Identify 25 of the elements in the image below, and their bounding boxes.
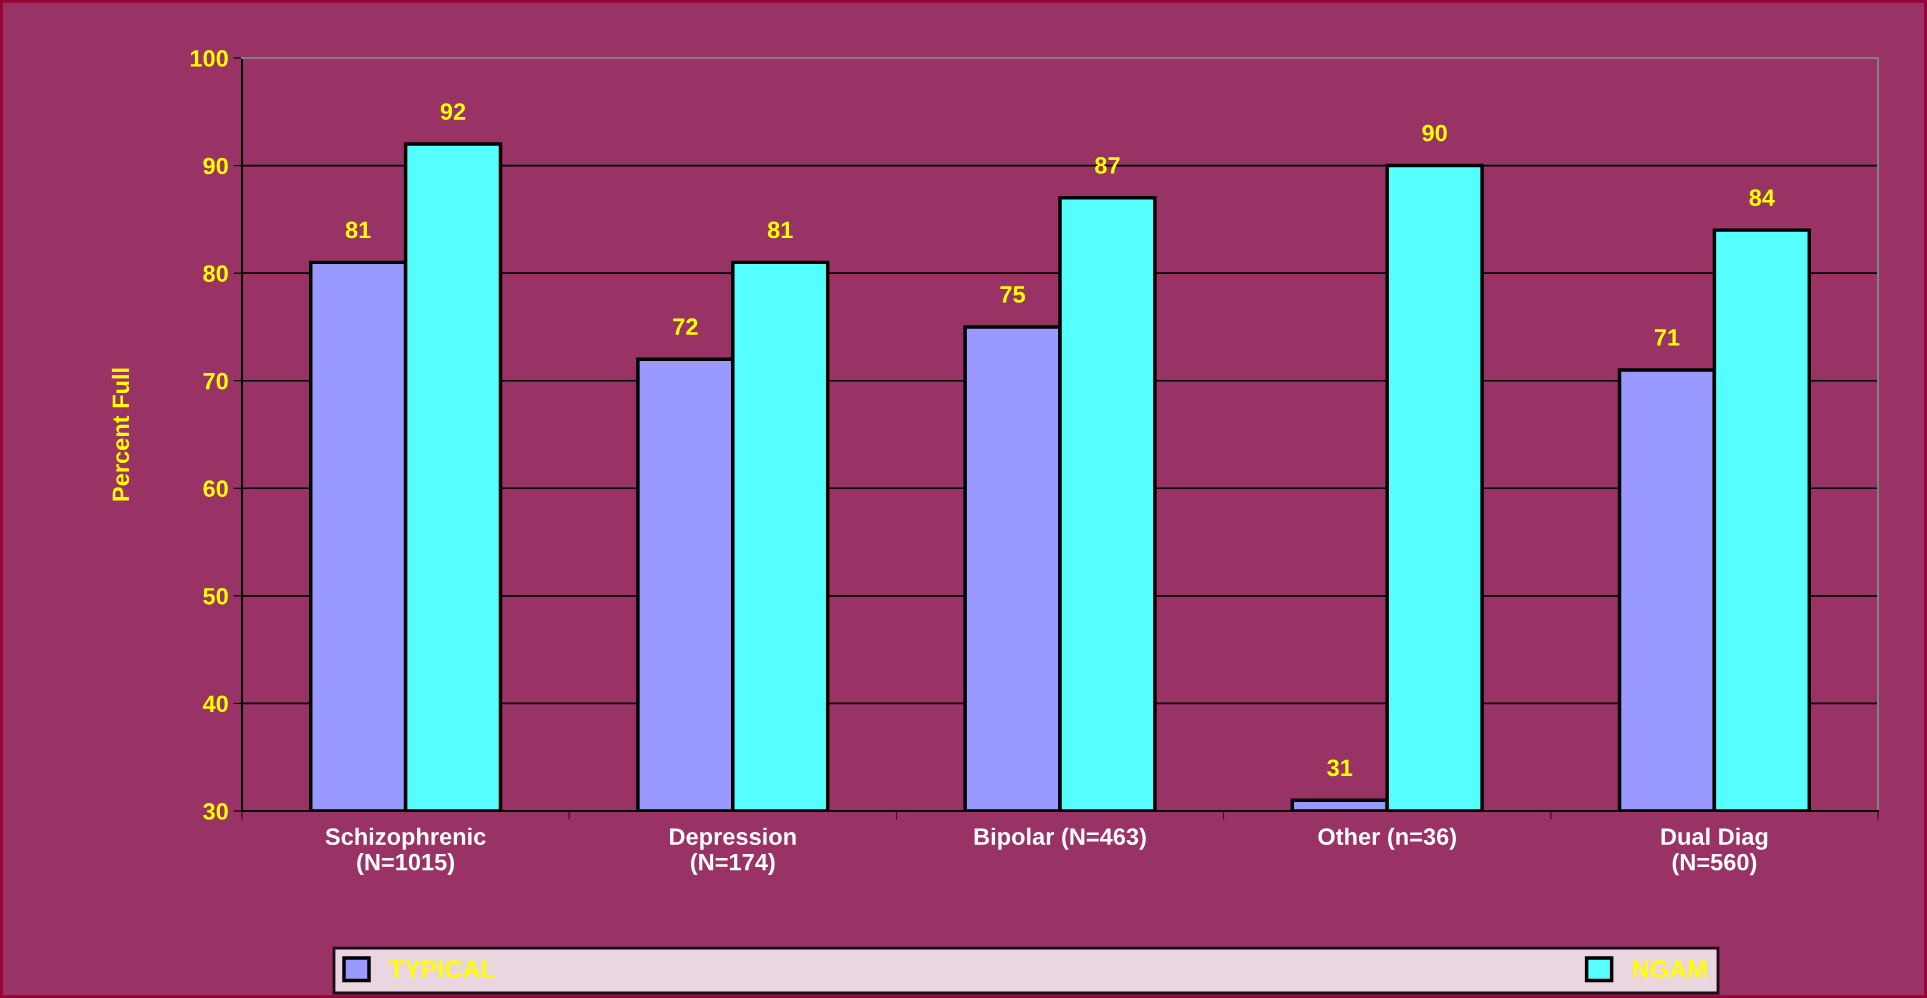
legend-label: NGAM	[1633, 960, 1707, 979]
y-axis-title: Percent Full	[111, 368, 130, 501]
data-label: 71	[1654, 329, 1680, 346]
x-tick-label: Depression (N=174)	[670, 827, 796, 876]
data-label: 75	[1000, 286, 1026, 303]
x-tick-label: Schizophrenic (N=1015)	[325, 827, 486, 876]
y-tick-label: 50	[203, 587, 228, 605]
y-tick-label: 100	[190, 50, 228, 67]
data-label: 90	[1422, 124, 1447, 142]
data-label: 31	[1327, 759, 1353, 777]
y-tick-label: 40	[202, 695, 228, 713]
data-label: 72	[673, 318, 698, 335]
data-label: 92	[440, 103, 466, 120]
x-tick-label: Other (n=36)	[1318, 827, 1456, 850]
x-tick-label: Dual Diag (N=560)	[1661, 827, 1768, 876]
legend-label: TYPICAL	[389, 960, 496, 979]
x-tick-label: Bipolar (N=463)	[974, 827, 1146, 850]
data-label: 81	[767, 221, 793, 239]
y-tick-label: 60	[203, 480, 228, 498]
y-tick-label: 30	[203, 803, 228, 820]
data-label: 81	[345, 221, 371, 239]
y-tick-label: 90	[203, 157, 228, 175]
y-tick-label: 70	[203, 372, 228, 390]
y-tick-label: 80	[203, 265, 228, 282]
data-label: 84	[1749, 189, 1775, 206]
